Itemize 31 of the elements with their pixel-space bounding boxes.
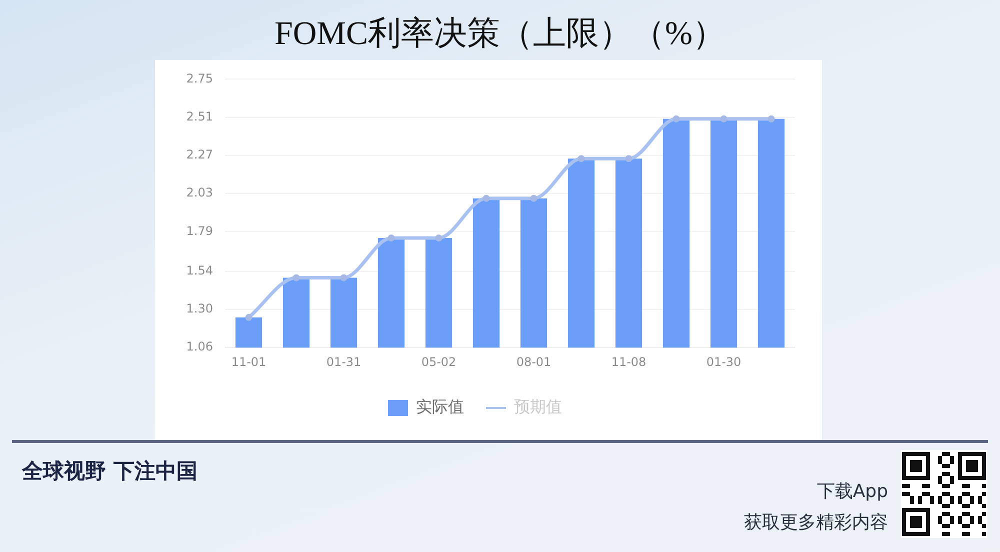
point <box>530 194 538 202</box>
y-tick-label: 1.30 <box>186 302 213 316</box>
x-tick-label: 11-01 <box>231 354 266 369</box>
point <box>482 194 490 202</box>
legend-label: 实际值 <box>416 397 464 416</box>
point <box>768 115 775 122</box>
point <box>720 115 728 122</box>
y-tick-label: 1.79 <box>186 224 213 238</box>
x-tick-label: 05-02 <box>421 354 456 369</box>
point <box>672 115 680 122</box>
x-tick-label: 01-30 <box>706 354 742 369</box>
point <box>245 314 252 321</box>
point <box>388 234 395 242</box>
x-tick-label: 11-08 <box>611 354 646 369</box>
x-tick-label: 01-31 <box>326 354 362 369</box>
point <box>435 234 442 242</box>
point <box>292 274 300 282</box>
text: 全球视野 下注中国 <box>22 458 198 485</box>
y-tick-label: 1.06 <box>186 340 213 354</box>
y-tick-label: 2.51 <box>186 109 213 124</box>
point <box>340 274 348 282</box>
x-tick-label: 08-01 <box>516 354 552 369</box>
text: 获取更多精彩内容 <box>744 511 888 535</box>
point <box>625 155 632 162</box>
text: 下载App <box>816 480 888 504</box>
point <box>578 155 585 162</box>
y-tick-label: 2.03 <box>186 186 213 200</box>
y-tick-label: 2.75 <box>186 71 213 86</box>
chart-title: FOMC利率决策（上限）（%） <box>273 15 727 54</box>
y-tick-label: 1.54 <box>186 263 213 278</box>
y-tick-label: 2.27 <box>186 148 213 162</box>
